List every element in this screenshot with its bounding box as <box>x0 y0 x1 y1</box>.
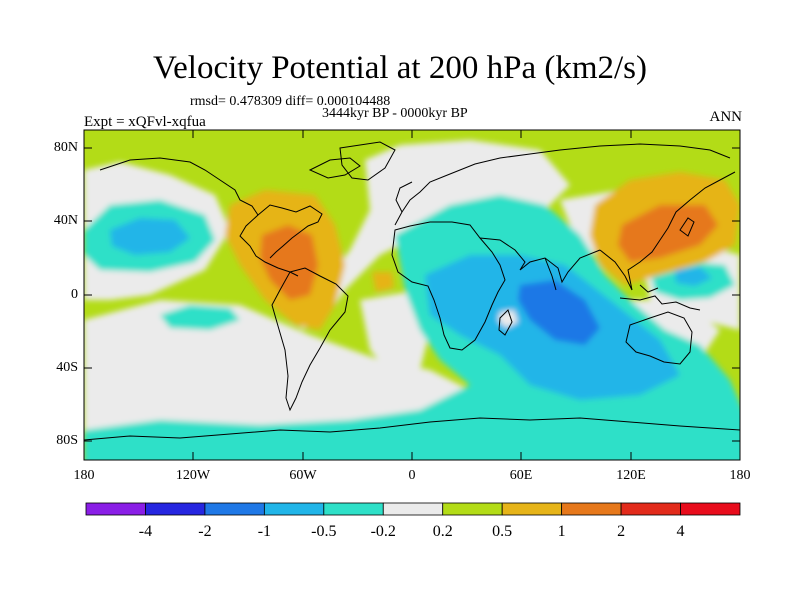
colorbar-label: -0.2 <box>370 523 396 540</box>
colorbar-swatch <box>263 502 325 516</box>
colorbar-swatch <box>561 502 622 516</box>
colorbar-swatch <box>680 502 741 516</box>
lat-label-40s: 40S <box>56 360 78 375</box>
filled-contours <box>84 130 740 460</box>
lat-label-40n: 40N <box>53 213 78 228</box>
coast-south-america <box>271 267 349 412</box>
colorbar-swatch <box>620 502 681 516</box>
zone-near-zero-south-atlantic <box>360 290 430 380</box>
lon-label-60w: 60W <box>289 468 317 483</box>
coastlines <box>84 141 740 441</box>
coast-europe <box>394 143 731 226</box>
colorbar-label: 4 <box>676 523 685 540</box>
lon-label-60e: 60E <box>509 468 533 483</box>
map-title: Velocity Potential at 200 hPa (km2/s) <box>152 50 648 86</box>
coast-greenland <box>339 141 396 181</box>
lon-label-180e: 180 <box>729 468 751 483</box>
lon-label-120e: 120E <box>616 468 646 483</box>
coast-arabia-india <box>479 237 601 291</box>
colorbar-label: -0.5 <box>311 523 337 540</box>
lon-label-0: 0 <box>408 468 416 483</box>
zone-minus-0.5-west-pacific <box>675 267 712 286</box>
colorbar-swatch <box>85 502 146 516</box>
season-label: ANN <box>709 109 743 125</box>
colorbar-swatch <box>501 502 563 516</box>
zone-minus-0.2-south-pacific <box>160 305 240 330</box>
coast-australia <box>625 311 693 365</box>
colorbar-swatch <box>145 502 206 516</box>
colorbar-label: 0.2 <box>432 523 453 540</box>
lon-label-120w: 120W <box>175 468 211 483</box>
zone-minus-1-indian <box>518 280 600 345</box>
coast-madagascar <box>498 309 513 336</box>
colorbar-label: 0.5 <box>492 523 513 540</box>
zone-near-zero-atlantic <box>300 140 570 330</box>
coast-japan <box>679 217 695 237</box>
zone-near-zero-south-pacific <box>84 300 470 440</box>
colorbar <box>85 502 741 516</box>
zone-minus-0.5-north-pacific <box>110 218 190 255</box>
period-label: 3444kyr BP - 0000kyr BP <box>322 106 468 121</box>
colorbar-label: -2 <box>198 523 212 540</box>
lat-label-80n: 80N <box>53 140 78 155</box>
colorbar-label: -1 <box>257 523 272 540</box>
coast-north-america <box>99 157 361 277</box>
zone-plus-0.5-atlantic <box>372 272 394 292</box>
colorbar-swatch <box>204 502 265 516</box>
lat-label-0: 0 <box>71 287 78 302</box>
lat-label-80s: 80S <box>56 433 78 448</box>
colorbar-swatch <box>382 502 444 516</box>
colorbar-label: -4 <box>138 523 153 540</box>
coast-maritime-continent <box>619 284 701 311</box>
colorbar-swatch <box>442 502 503 516</box>
axis-ticks <box>84 130 740 460</box>
zone-plus-1-asia <box>618 205 718 262</box>
lon-label-180w: 180 <box>73 468 95 483</box>
colorbar-label: 2 <box>617 523 626 540</box>
stats-text: rmsd= 0.478309 diff= 0.000104488 <box>190 94 391 109</box>
zone-plus-1-americas <box>260 225 318 300</box>
colorbar-swatch <box>323 502 384 516</box>
coast-antarctica <box>84 417 740 441</box>
coast-east-asia <box>599 171 736 291</box>
coast-africa <box>391 221 506 351</box>
colorbar-label: 1 <box>557 523 566 540</box>
experiment-label: Expt = xQFvl-xqfua <box>84 114 206 130</box>
